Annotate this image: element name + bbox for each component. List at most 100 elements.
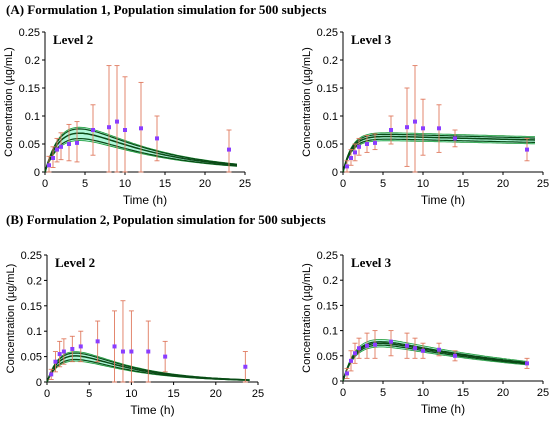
observed-point	[47, 163, 51, 168]
observed-point	[59, 144, 63, 149]
observed-point	[70, 346, 75, 351]
upper-band-edge	[342, 339, 528, 382]
observed-point	[405, 343, 409, 348]
observed-point	[163, 354, 168, 359]
observed-point	[525, 361, 529, 366]
x-tick-label: 15	[457, 387, 469, 399]
observed-point	[146, 349, 151, 354]
observed-point	[437, 347, 441, 352]
y-tick-label: 0	[332, 376, 338, 388]
y-tick-label: 0.25	[19, 27, 40, 39]
x-axis-label: Time (h)	[123, 193, 167, 207]
y-tick-label: 0.15	[21, 301, 42, 313]
x-tick-label: 25	[537, 387, 549, 399]
observed-point	[421, 348, 425, 353]
x-tick-label: 0	[340, 178, 346, 190]
observed-point	[243, 364, 248, 369]
section-b-heading: (B) Formulation 2, Population simulation…	[6, 212, 326, 227]
y-axis-label: Concentration (µg/mL)	[301, 47, 313, 157]
observed-point	[51, 156, 55, 160]
x-tick-label: 10	[125, 388, 137, 400]
x-tick-label: 0	[340, 387, 346, 399]
x-tick-label: 10	[119, 178, 131, 190]
x-tick-label: 10	[417, 387, 429, 399]
observed-point	[437, 126, 441, 131]
observed-point	[365, 142, 369, 146]
y-tick-label: 0.2	[27, 275, 42, 287]
observed-point	[61, 349, 66, 354]
y-axis-label: Concentration (µg/mL)	[3, 47, 15, 157]
observed-point	[345, 164, 349, 169]
y-tick-label: 0.05	[19, 139, 40, 151]
x-tick-label: 5	[86, 388, 92, 400]
observed-point	[365, 343, 369, 348]
y-tick-label: 0.15	[19, 83, 40, 95]
observed-point	[155, 136, 159, 141]
y-tick-label: 0	[34, 167, 40, 179]
x-tick-label: 25	[252, 388, 264, 400]
observed-point	[353, 150, 357, 155]
upper-percentile-line	[342, 341, 528, 382]
y-tick-label: 0.1	[323, 111, 338, 123]
x-tick-label: 15	[457, 178, 469, 190]
lower-band-edge	[342, 346, 528, 382]
x-axis-label: Time (h)	[421, 402, 465, 416]
x-tick-label: 15	[159, 178, 171, 190]
y-tick-label: 0.1	[27, 326, 42, 338]
observed-point	[227, 147, 231, 152]
observed-point	[373, 140, 377, 145]
observed-point	[115, 119, 119, 124]
y-axis-label: Concentration (µg/mL)	[301, 263, 313, 373]
plot-b-level3: 0 0.05 0.1 0.15 0.2 0.25 0 5 10 15 20 25 Time (h) Con…	[301, 250, 549, 416]
y-tick-label: 0.05	[317, 139, 338, 151]
x-tick-label: 20	[199, 178, 211, 190]
observed-point	[95, 339, 100, 344]
observed-point	[120, 349, 125, 354]
observed-point	[78, 344, 83, 349]
observed-point	[453, 353, 457, 358]
observed-point	[75, 140, 79, 145]
x-tick-label: 0	[44, 388, 50, 400]
observed-point	[55, 147, 59, 152]
observed-point	[49, 372, 54, 377]
observed-point	[129, 349, 134, 354]
observed-point	[413, 119, 417, 124]
x-tick-label: 25	[537, 178, 549, 190]
observed-point	[112, 344, 117, 349]
x-tick-label: 20	[497, 387, 509, 399]
observed-point	[139, 126, 143, 131]
observed-point	[123, 128, 127, 132]
plot-b-level2: 0 0.05 0.1 0.15 0.2 0.25 0 5 10 15 20 25 Time (h) Con…	[5, 250, 264, 417]
observed-point	[57, 352, 62, 357]
panel-title: Level 2	[55, 255, 95, 270]
y-tick-label: 0.1	[323, 326, 338, 338]
observed-point	[67, 142, 71, 146]
x-tick-label: 0	[42, 178, 48, 190]
observed-point	[413, 346, 417, 351]
observed-point	[353, 351, 357, 356]
x-tick-label: 5	[380, 387, 386, 399]
observed-point	[389, 339, 393, 344]
observed-point	[373, 342, 377, 347]
observed-point	[405, 125, 409, 130]
observed-point	[453, 136, 457, 141]
x-tick-label: 15	[167, 388, 179, 400]
observed-point	[421, 126, 425, 131]
y-tick-label: 0.2	[25, 55, 40, 67]
x-axis-label: Time (h)	[130, 403, 174, 417]
y-tick-label: 0	[332, 167, 338, 179]
x-tick-label: 10	[417, 178, 429, 190]
y-tick-label: 0.2	[323, 275, 338, 287]
x-tick-label: 25	[239, 178, 251, 190]
y-tick-label: 0.25	[21, 250, 42, 262]
section-a-heading: (A) Formulation 1, Population simulation…	[6, 2, 326, 17]
observed-point	[53, 359, 58, 364]
observed-point	[349, 156, 353, 160]
x-axis-label: Time (h)	[421, 193, 465, 207]
plot-a-level3: 0 0.05 0.1 0.15 0.2 0.25 0 5 10 15 20 25 Time (h) Con…	[301, 27, 549, 207]
panel-title: Level 2	[53, 32, 93, 47]
x-tick-label: 20	[210, 388, 222, 400]
observed-point	[349, 358, 353, 363]
y-tick-label: 0.25	[317, 250, 338, 262]
